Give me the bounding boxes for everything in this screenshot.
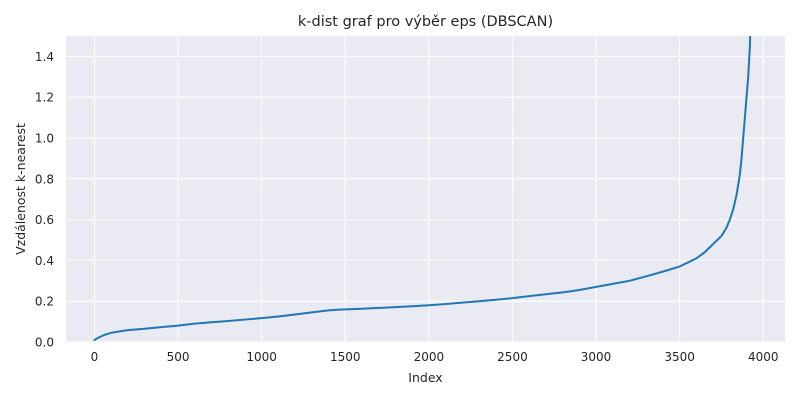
x-tick-label: 500 — [167, 350, 190, 364]
x-tick-label: 3500 — [664, 350, 695, 364]
x-tick-labels: 0 500 1000 1500 2000 2500 3000 3500 4000 — [91, 350, 779, 364]
y-tick-label: 0.2 — [35, 295, 54, 309]
y-tick-label: 0.0 — [35, 336, 54, 350]
y-tick-label: 0.6 — [35, 213, 54, 227]
y-tick-labels: 0.0 0.2 0.4 0.6 0.8 1.0 1.2 1.4 — [35, 50, 54, 350]
x-tick-label: 2500 — [497, 350, 528, 364]
k-dist-series-line — [93, 36, 752, 341]
y-tick-label: 0.8 — [35, 172, 54, 186]
x-axis-label: Index — [408, 370, 442, 385]
x-gridlines — [93, 36, 764, 342]
y-tick-label: 1.4 — [35, 50, 54, 64]
x-tick-label: 2000 — [414, 350, 445, 364]
y-axis-label: Vzdálenost k-nearest — [13, 123, 28, 255]
y-gridlines — [66, 55, 785, 343]
x-tick-label: 1000 — [246, 350, 277, 364]
series-layer — [93, 36, 752, 341]
x-tick-label: 4000 — [748, 350, 779, 364]
x-tick-label: 0 — [91, 350, 99, 364]
x-tick-label: 1500 — [330, 350, 361, 364]
y-tick-label: 1.2 — [35, 91, 54, 105]
plot-background — [66, 36, 785, 342]
chart-title: k-dist graf pro výběr eps (DBSCAN) — [298, 14, 553, 30]
x-tick-label: 3000 — [581, 350, 612, 364]
y-tick-label: 1.0 — [35, 132, 54, 146]
y-tick-label: 0.4 — [35, 254, 54, 268]
